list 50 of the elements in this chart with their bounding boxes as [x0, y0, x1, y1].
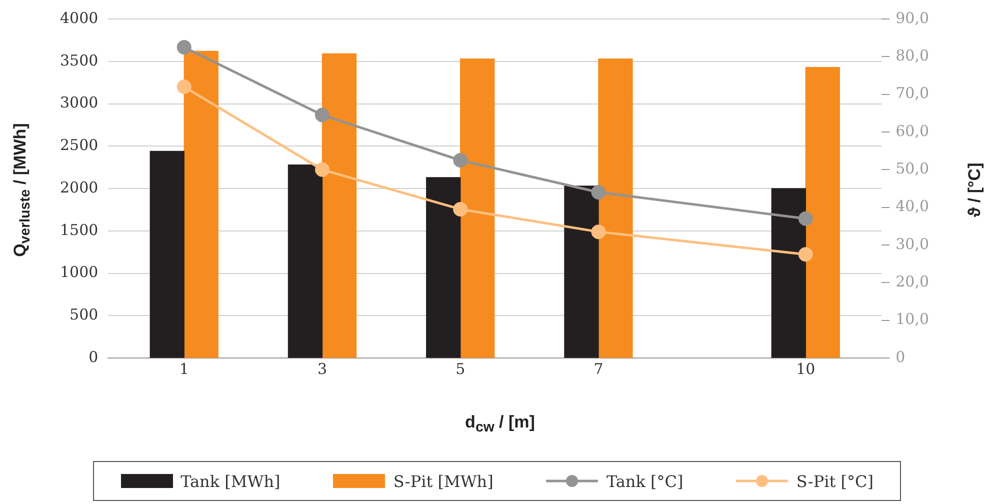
y-tick-label: 4000	[60, 8, 98, 27]
point	[176, 80, 192, 94]
y2-tick-label: 10,0	[896, 310, 930, 328]
y2-tick-label: 20,0	[896, 272, 930, 291]
point	[453, 153, 468, 168]
bar	[150, 150, 184, 358]
point	[176, 40, 192, 54]
point	[315, 162, 330, 177]
y2-axis-title: ϑ / [°C]	[965, 162, 985, 218]
point	[591, 224, 606, 240]
y-tick-label: 0	[88, 348, 98, 366]
y-tick-label: 3000	[60, 94, 98, 112]
point	[798, 247, 813, 262]
bar	[184, 50, 218, 358]
bar	[805, 66, 840, 358]
y2-tick-label: 40,0	[896, 197, 930, 216]
legend-label: S-Pit [MWh]	[393, 472, 494, 490]
y2-tick-label: 70,0	[896, 84, 930, 102]
legend-label: Tank [°C]	[606, 472, 684, 490]
y2-tick-label: 30,0	[896, 234, 930, 253]
bar	[460, 58, 495, 358]
x-tick-label: 1	[179, 360, 189, 378]
bar	[426, 177, 461, 358]
bar	[288, 164, 323, 358]
x-axis-title: d$_{cw}$ / [m]	[465, 412, 535, 436]
y-tick-label: 500	[70, 306, 98, 324]
legend-label: S-Pit [°C]	[796, 472, 874, 490]
y-tick-label: 1500	[60, 220, 98, 239]
y-tick-label: 2500	[60, 136, 98, 154]
y2-tick-label: 0	[896, 348, 906, 366]
y2-tick-label: 80,0	[896, 46, 930, 65]
x-tick-label: 3	[317, 360, 328, 378]
x-tick-label: 10	[796, 360, 816, 378]
x-tick-label: 7	[594, 360, 604, 378]
y-tick-label: 3500	[60, 51, 98, 70]
y2-tick-label: 90,0	[896, 8, 930, 27]
bar	[598, 58, 633, 358]
point	[591, 185, 606, 200]
y-tick-label: 1000	[60, 263, 98, 282]
y2-tick-label: 60,0	[896, 122, 930, 140]
y2-tick-label: 50,0	[896, 160, 930, 178]
x-tick-label: 5	[456, 360, 466, 378]
bar	[322, 53, 357, 358]
legend-label: Tank [MWh]	[180, 472, 280, 490]
y-tick-label: 2000	[60, 178, 98, 196]
bar	[771, 188, 806, 358]
point	[315, 108, 330, 122]
point	[453, 202, 468, 216]
bar	[564, 186, 599, 358]
point	[798, 211, 813, 226]
